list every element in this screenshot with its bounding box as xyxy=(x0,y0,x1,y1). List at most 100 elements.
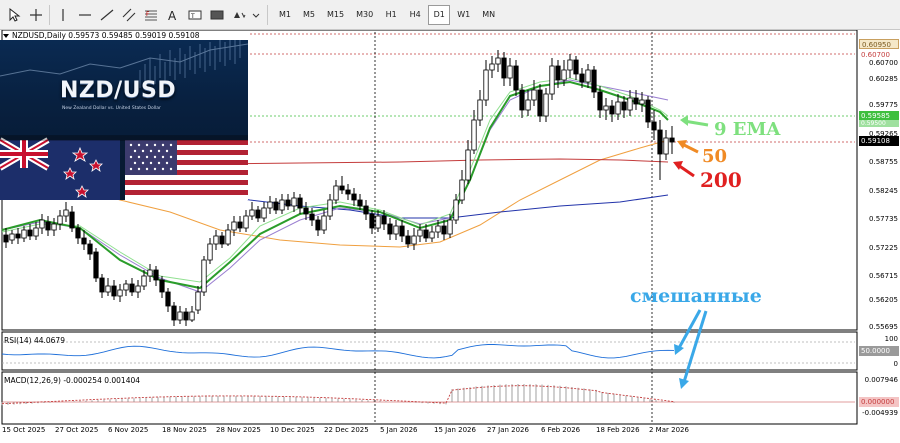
candle-body xyxy=(615,101,621,115)
price-tag-upper: 0.60700 xyxy=(859,50,899,60)
vertical-line-icon[interactable] xyxy=(54,6,72,24)
ma200-annotation: 200 xyxy=(700,168,742,192)
timeframe-w1[interactable]: W1 xyxy=(457,10,471,19)
candle-body xyxy=(609,105,615,115)
candle-body xyxy=(285,199,291,207)
rsi-axis-label: 0 xyxy=(893,360,898,368)
macd-arrow-head xyxy=(679,378,689,389)
annotation-arrows-layer xyxy=(673,115,709,389)
timeframe-m30[interactable]: M30 xyxy=(356,10,374,19)
candle-body xyxy=(573,59,579,75)
candle-body xyxy=(153,269,159,281)
macd-axis-label: 0.007946 xyxy=(864,376,898,384)
price-axis-label: 0.57735 xyxy=(869,215,898,223)
candle-body xyxy=(243,215,249,229)
price-axis-label: 0.58245 xyxy=(869,187,898,195)
trendline-icon[interactable] xyxy=(98,6,116,24)
date-label: 18 Feb 2026 xyxy=(596,426,640,434)
fibonacci-icon[interactable]: F xyxy=(142,6,160,24)
timeframe-d1[interactable]: D1 xyxy=(428,4,451,25)
crosshair-icon[interactable] xyxy=(27,6,45,24)
symbol-info-label: NZDUSD,Daily 0.59573 0.59485 0.59019 0.5… xyxy=(3,31,200,40)
horizontal-line-icon[interactable] xyxy=(76,6,94,24)
candle-body xyxy=(213,235,219,245)
chart-window[interactable]: NZDUSD,Daily 0.59573 0.59485 0.59019 0.5… xyxy=(0,30,900,443)
candle-body xyxy=(339,185,345,191)
candle-body xyxy=(633,97,639,105)
price-axis-label: 0.59775 xyxy=(869,101,898,109)
candle-body xyxy=(201,259,207,293)
candle-body xyxy=(591,69,597,93)
candle-body xyxy=(177,311,183,321)
candles-layer xyxy=(3,50,675,326)
ma200-arrow xyxy=(677,163,695,178)
timeframe-m1[interactable]: M1 xyxy=(279,10,291,19)
text-icon[interactable]: A xyxy=(164,6,182,24)
candle-body xyxy=(69,211,75,229)
candle-body xyxy=(375,215,381,229)
candle-body xyxy=(57,215,63,225)
current-price-tag: 0.59108 xyxy=(859,136,899,146)
timeframe-h1[interactable]: H1 xyxy=(385,10,397,19)
candle-body xyxy=(249,209,255,217)
candle-body xyxy=(597,91,603,111)
shapes-icon[interactable] xyxy=(230,6,248,24)
candle-body xyxy=(261,207,267,219)
mixed-annotation: смешанные xyxy=(630,285,762,307)
candle-body xyxy=(291,197,297,207)
timeframe-m15[interactable]: M15 xyxy=(327,10,345,19)
timeframe-h4[interactable]: H4 xyxy=(409,10,421,19)
ema9-line xyxy=(1,80,669,290)
rsi-label: RSI(14) 44.0679 xyxy=(4,336,65,345)
candle-body xyxy=(585,69,591,83)
us-flag-icon xyxy=(125,140,248,200)
candle-body xyxy=(255,209,261,219)
candle-body xyxy=(123,283,129,291)
candle-body xyxy=(129,283,135,293)
candle-body xyxy=(561,69,567,81)
nz-flag-icon xyxy=(0,137,120,200)
cursor-icon[interactable] xyxy=(5,6,23,24)
candle-body xyxy=(405,235,411,245)
timeframe-m5[interactable]: M5 xyxy=(303,10,315,19)
ma50-arrow xyxy=(681,142,699,154)
candle-body xyxy=(567,59,573,71)
candle-body xyxy=(525,99,531,111)
channel-icon[interactable] xyxy=(120,6,138,24)
candle-body xyxy=(333,185,339,201)
symbol-info-text: NZDUSD,Daily 0.59573 0.59485 0.59019 0.5… xyxy=(12,31,200,40)
banner-title: NZD/USD xyxy=(60,78,177,103)
ma50-arrow-head xyxy=(677,140,687,149)
candle-body xyxy=(237,221,243,229)
candle-body xyxy=(669,137,675,143)
candle-body xyxy=(27,229,33,237)
candle-body xyxy=(63,209,69,217)
candle-body xyxy=(51,223,57,231)
candle-body xyxy=(357,199,363,207)
candle-body xyxy=(111,285,117,297)
svg-text:A: A xyxy=(168,9,177,22)
date-label: 18 Nov 2025 xyxy=(162,426,207,434)
candle-body xyxy=(189,311,195,321)
candle-body xyxy=(87,243,93,255)
timeframe-mn[interactable]: MN xyxy=(482,10,496,19)
candle-body xyxy=(315,219,321,231)
candle-body xyxy=(387,223,393,235)
candle-body xyxy=(447,219,453,235)
candle-body xyxy=(9,233,15,241)
date-label: 6 Nov 2025 xyxy=(108,426,149,434)
candle-body xyxy=(93,251,99,279)
banner-subtitle: New Zealand Dollar vs. United States Dol… xyxy=(62,106,161,111)
rectangle-icon[interactable] xyxy=(208,6,226,24)
candle-body xyxy=(231,221,237,231)
svg-text:F: F xyxy=(146,11,150,18)
candle-body xyxy=(225,229,231,245)
label-icon[interactable]: T xyxy=(186,6,204,24)
nzdusd-banner-image: NZD/USD New Zealand Dollar vs. United St… xyxy=(0,40,248,200)
price-axis-label: 0.58755 xyxy=(869,158,898,166)
candle-body xyxy=(381,215,387,225)
candle-body xyxy=(657,129,663,155)
candle-body xyxy=(45,221,51,231)
chevron-down-icon[interactable] xyxy=(252,6,260,24)
candle-body xyxy=(279,199,285,211)
